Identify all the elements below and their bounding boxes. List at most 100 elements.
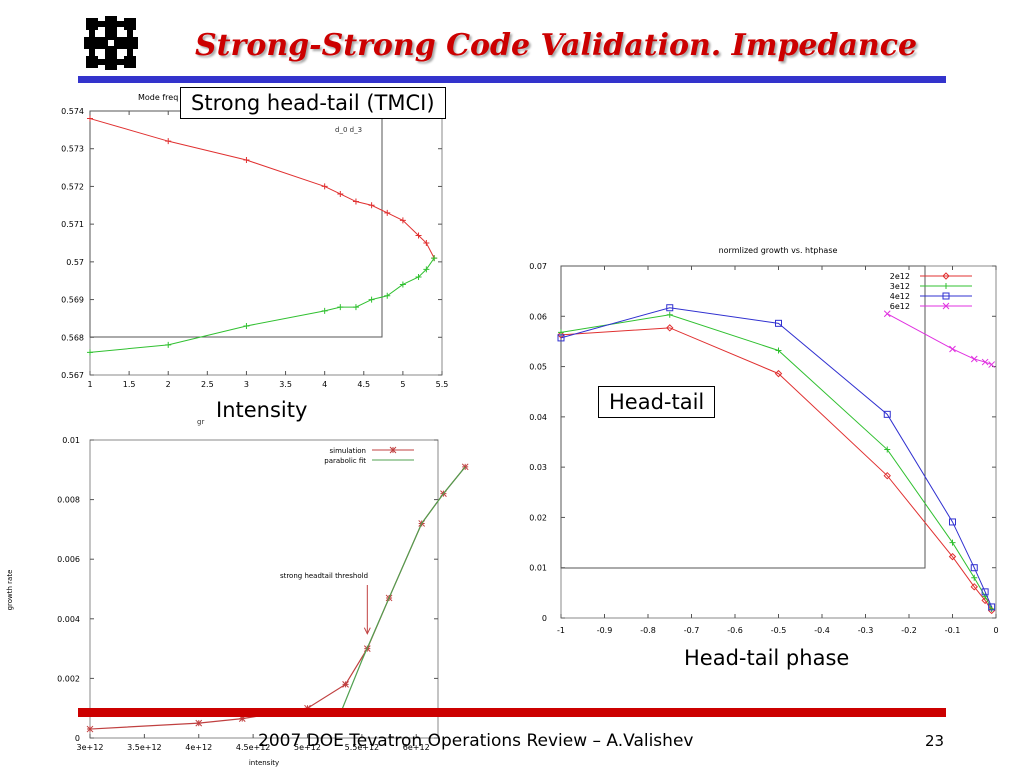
x-tick-label: 4.5 [357,380,370,389]
x-tick-label: 6e+12 [403,743,430,752]
x-axis-label: intensity [249,759,279,767]
y-tick-label: 0.006 [57,555,80,564]
x-tick-label: 2 [166,380,171,389]
series-1 [558,311,995,612]
head-tail-label-box: Head-tail [598,386,716,418]
x-tick-label: 3e+12 [77,743,104,752]
data-point [337,304,344,311]
x-tick-label: -0.7 [684,626,700,635]
x-tick-label: -0.3 [858,626,874,635]
y-tick-label: 0.06 [529,312,547,321]
data-point [415,232,422,239]
y-tick-label: 0 [75,734,80,743]
x-tick-label: -1 [557,626,565,635]
page-number: 23 [925,732,945,750]
data-point [243,157,250,164]
x-tick-label: 4.5e+12 [236,743,271,752]
plot-frame [89,439,439,739]
legend-label: 4e12 [890,292,910,301]
data-point [321,183,328,190]
data-point [368,296,375,303]
threshold-arrowhead [363,627,371,635]
legend-marker [389,446,397,454]
slide-title: Strong-Strong Code Validation. Impedance [195,28,918,63]
y-tick-label: 0.03 [529,463,547,472]
y-tick-label: 0.008 [57,496,80,505]
mode-frequency-chart: Mode freq d_0 d_3 1 1.5 2 2.5 3 3.5 4 4.5 5 5.5 0.56… [61,93,448,389]
x-tick-label: -0.4 [814,626,830,635]
normalized-growth-chart: normlized growth vs. htphase -1 -0.9 -0.8 -0… [529,246,998,635]
y-tick-label: 0.02 [529,513,547,522]
plot-frame [560,265,997,619]
footer-text: 2007 DOE Tevatron Operations Review – A.… [258,731,694,751]
x-tick-label: 2.5 [201,380,214,389]
data-point [981,588,989,596]
data-point [666,304,674,312]
data-point [415,273,422,280]
y-tick-label: 0.07 [529,262,547,271]
x-tick-label: 3.5e+12 [127,743,162,752]
data-point [981,358,989,366]
data-point [971,574,978,581]
series-line [339,466,466,715]
y-tick-label: 0.571 [61,220,84,229]
y-tick-label: 0.569 [61,296,84,305]
x-tick-label: 1.5 [123,380,136,389]
x-tick-label: 1 [87,380,92,389]
y-tick-label: 0.568 [61,333,84,342]
series-1 [87,255,438,356]
series-2 [557,304,996,611]
data-point [774,369,783,378]
chart-title: normlized growth vs. htphase [719,246,838,255]
data-point [988,603,996,611]
data-point [775,347,782,354]
y-axis-label: growth rate [6,570,14,611]
x-tick-label: -0.9 [597,626,613,635]
legend-marker [942,302,950,310]
data-point [883,310,891,318]
legend-fragment: d_0 d_3 [335,126,362,134]
legend-label: 6e12 [890,302,910,311]
head-tail-phase-label: Head-tail phase [684,646,850,670]
series-3 [883,310,996,368]
legend-marker [942,272,950,280]
data-point [352,198,359,205]
growth-rate-chart: 3e+12 3.5e+12 4e+12 4.5e+12 5e+12 5.5e+12 6e+1… [6,418,469,767]
intensity-label: Intensity [216,398,308,422]
y-tick-label: 0.572 [61,182,84,191]
data-point [384,209,391,216]
y-tick-label: 0.567 [61,371,84,380]
data-point [970,564,978,572]
series-0 [557,324,996,615]
legend-label: parabolic fit [324,457,366,465]
y-tick-label: 0.002 [57,674,80,683]
data-point [399,217,406,224]
y-tick-label: 0.01 [529,564,547,573]
data-point [883,410,891,418]
tmci-label-box: Strong head-tail (TMCI) [180,87,446,119]
footer-rule [78,708,946,717]
y-tick-label: 0.573 [61,145,84,154]
x-tick-label: 3.5 [279,380,292,389]
title-rule [78,76,946,83]
data-point [775,319,782,327]
legend-label: simulation [330,447,367,455]
data-point [321,307,328,314]
data-point [884,446,891,453]
data-point [558,329,564,336]
y-tick-label: 0.05 [529,363,547,372]
x-tick-label: 4 [322,380,327,389]
x-tick-label: 4e+12 [185,743,212,752]
series-0 [86,463,469,733]
data-point [423,240,430,246]
legend-marker [942,292,950,300]
data-point [883,471,891,480]
data-point [238,715,246,722]
data-point [666,311,673,318]
data-point [970,355,978,363]
x-tick-label: 5e+12 [294,743,321,752]
inner-frame [89,110,383,338]
data-point [970,583,978,591]
data-point [461,463,469,471]
data-point [337,190,344,197]
